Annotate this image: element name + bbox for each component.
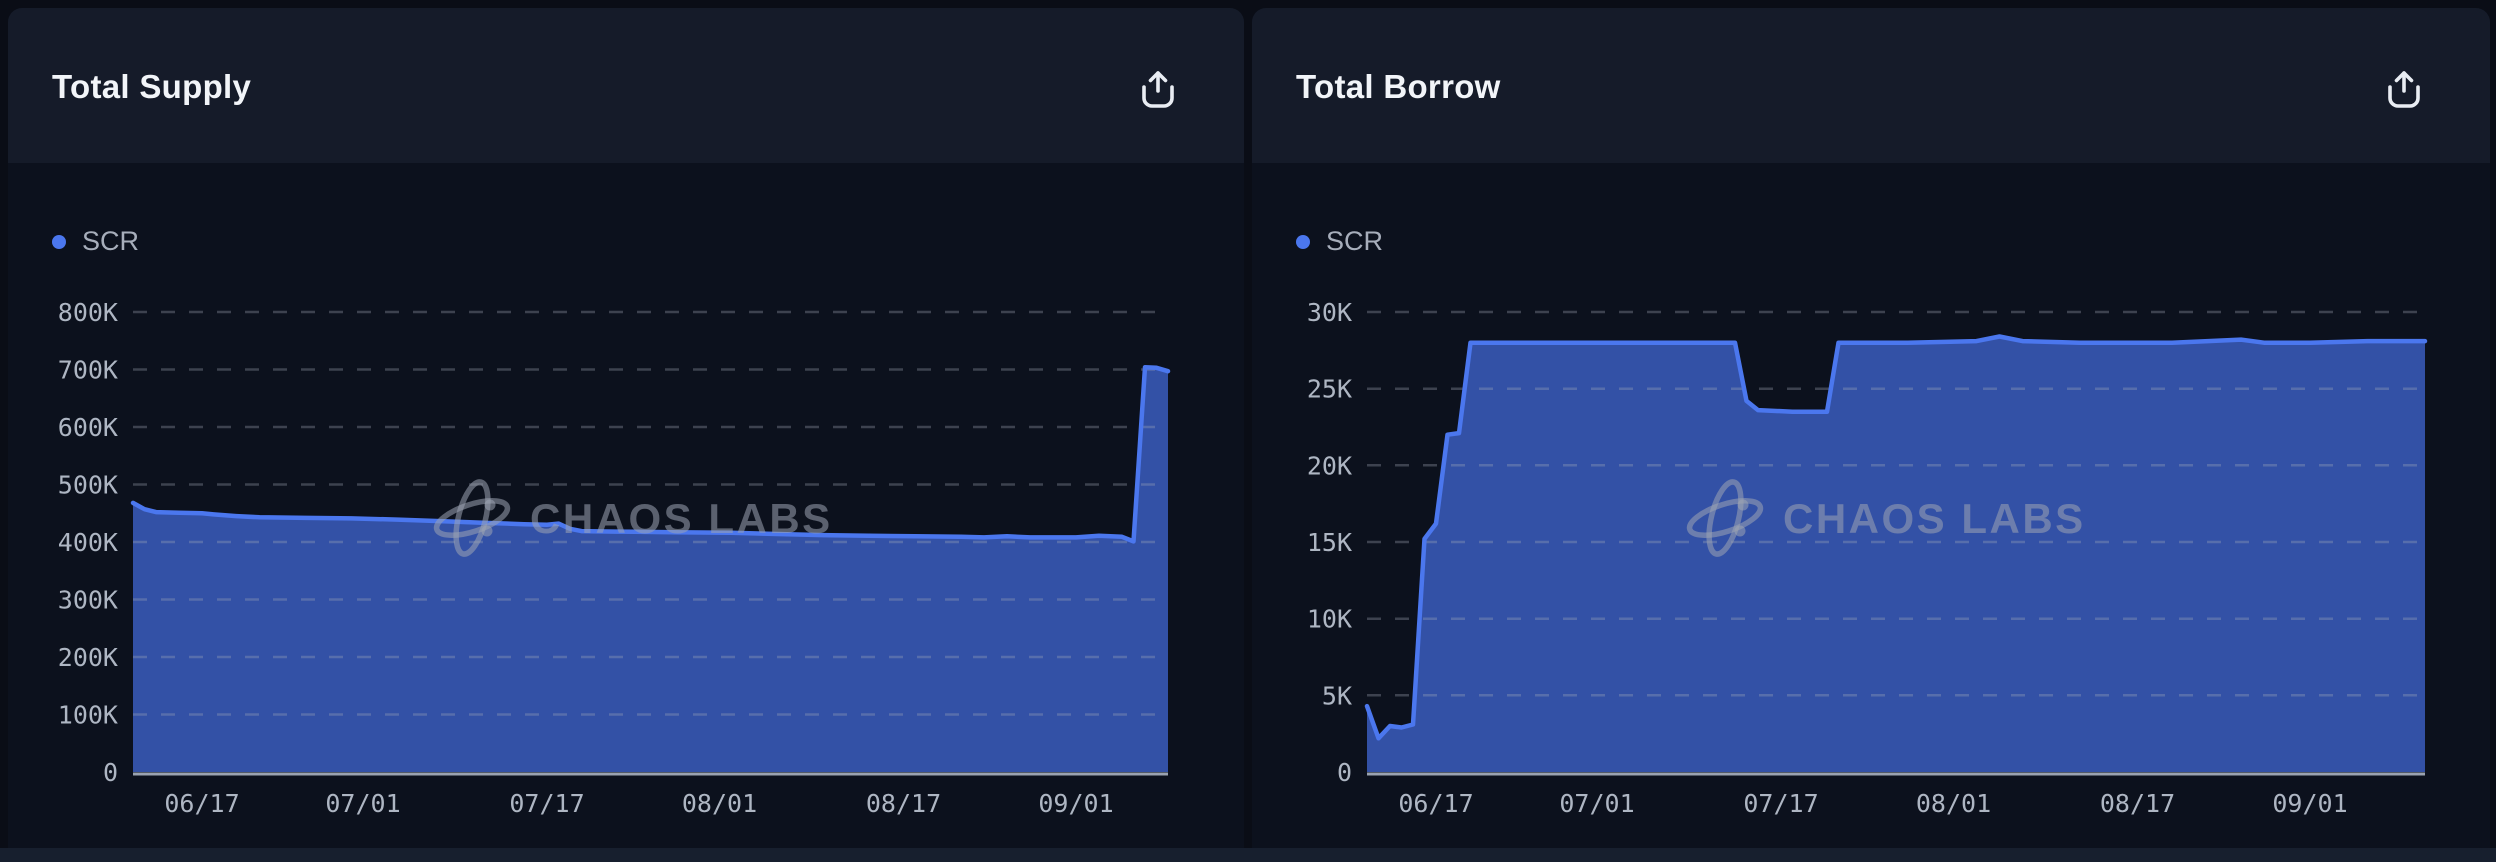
svg-text:800K: 800K — [58, 298, 118, 327]
x-axis-labels: 06/17 07/01 07/17 08/01 08/17 09/01 — [1398, 789, 2347, 818]
svg-text:700K: 700K — [58, 356, 118, 385]
svg-text:15K: 15K — [1307, 528, 1352, 557]
area-series — [133, 367, 1168, 772]
total-borrow-chart[interactable]: 0 5K 10K 15K 20K 25K 30K 06/17 07/01 07/17 08/01 08… — [1252, 0, 2490, 862]
svg-text:200K: 200K — [58, 643, 118, 672]
svg-text:07/17: 07/17 — [1743, 789, 1818, 818]
svg-text:08/01: 08/01 — [1916, 789, 1991, 818]
total-borrow-share-button[interactable] — [2372, 58, 2436, 122]
svg-text:400K: 400K — [58, 528, 118, 557]
y-axis-labels: 0 100K 200K 300K 400K 500K 600K 700K 800K — [58, 298, 118, 787]
svg-text:10K: 10K — [1307, 605, 1352, 634]
total-borrow-card-header: Total Borrow — [1252, 8, 2490, 163]
svg-text:5K: 5K — [1322, 681, 1352, 710]
series-line — [130, 364, 1171, 544]
legend-dot — [52, 234, 66, 249]
svg-text:20K: 20K — [1307, 451, 1352, 480]
svg-text:09/01: 09/01 — [1038, 789, 1113, 818]
svg-text:08/17: 08/17 — [866, 789, 941, 818]
y-axis-labels: 0 5K 10K 15K 20K 25K 30K — [1307, 298, 1352, 787]
svg-text:0: 0 — [103, 758, 118, 787]
watermark-text: CHAOS LABS — [1783, 495, 2086, 542]
chaos-labs-watermark: CHAOS LABS — [1686, 479, 2086, 557]
svg-text:600K: 600K — [58, 413, 118, 442]
legend-dot — [1296, 234, 1310, 249]
svg-text:25K: 25K — [1307, 375, 1352, 404]
legend-label: SCR — [1326, 226, 1384, 256]
svg-text:500K: 500K — [58, 471, 118, 500]
svg-text:100K: 100K — [58, 701, 118, 730]
total-supply-card-header: Total Supply — [8, 8, 1244, 163]
svg-text:06/17: 06/17 — [164, 789, 239, 818]
svg-text:08/17: 08/17 — [2100, 789, 2175, 818]
legend-label: SCR — [82, 226, 140, 256]
total-supply-chart[interactable]: 0 100K 200K 300K 400K 500K 600K 700K 800K 06/17 07… — [8, 0, 1244, 862]
svg-text:06/17: 06/17 — [1398, 789, 1473, 818]
chaos-labs-watermark: CHAOS LABS — [433, 479, 833, 557]
svg-text:0: 0 — [1337, 758, 1352, 787]
grid-lines — [1367, 310, 2425, 697]
svg-text:07/01: 07/01 — [1559, 789, 1634, 818]
svg-text:300K: 300K — [58, 586, 118, 615]
grid-lines — [133, 310, 1168, 716]
svg-text:07/17: 07/17 — [509, 789, 584, 818]
share-export-icon — [1142, 71, 1174, 108]
svg-text:30K: 30K — [1307, 298, 1352, 327]
area-series — [1367, 336, 2425, 772]
next-section-edge — [0, 848, 2496, 862]
x-axis-labels: 06/17 07/01 07/17 08/01 08/17 09/01 — [164, 789, 1113, 818]
share-export-icon — [2388, 71, 2420, 108]
svg-text:07/01: 07/01 — [325, 789, 400, 818]
total-supply-legend[interactable]: SCR — [52, 226, 139, 257]
chaos-labs-logo-icon — [1686, 479, 1764, 557]
total-supply-share-button[interactable] — [1126, 58, 1190, 122]
svg-text:08/01: 08/01 — [682, 789, 757, 818]
svg-text:09/01: 09/01 — [2272, 789, 2347, 818]
total-borrow-legend[interactable]: SCR — [1296, 226, 1383, 257]
total-supply-title: Total Supply — [52, 68, 252, 105]
watermark-text: CHAOS LABS — [530, 495, 833, 542]
series-line — [1364, 334, 2428, 741]
chaos-labs-logo-icon — [433, 479, 511, 557]
total-borrow-title: Total Borrow — [1296, 68, 1501, 105]
